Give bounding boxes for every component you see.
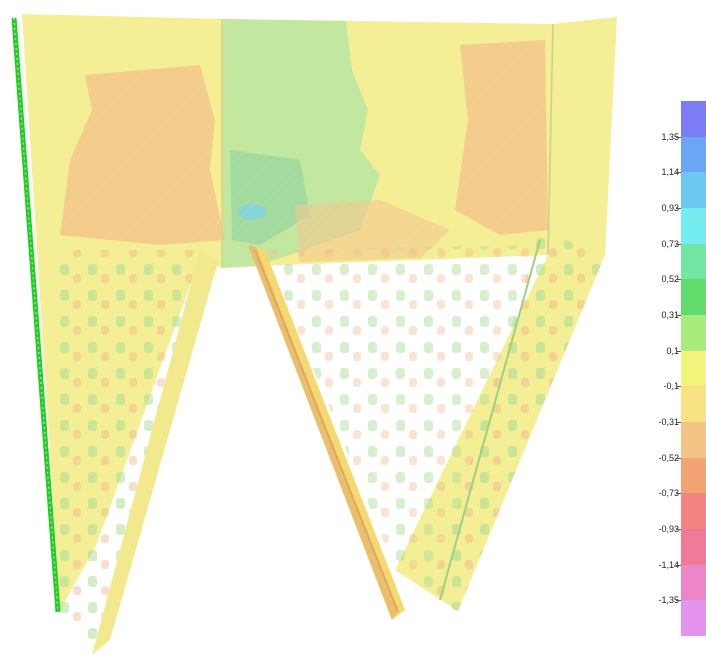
- legend-color-band: [681, 315, 706, 352]
- legend-label: -1,14: [658, 559, 679, 570]
- ridge-line-right: [547, 23, 554, 256]
- legend-color-band: [681, 279, 706, 316]
- legend-tick: [676, 564, 681, 566]
- legend-tick: [676, 600, 681, 602]
- legend-label: 0,52: [661, 274, 679, 285]
- legend-tick: [676, 208, 681, 209]
- ridge-line-center-leg: [254, 249, 399, 613]
- legend-color-band: [681, 457, 706, 494]
- legend-color-band: [681, 386, 706, 423]
- legend-color-band: [681, 422, 706, 459]
- legend-tick: [676, 350, 681, 352]
- legend-label: 0,73: [661, 238, 679, 249]
- legend-tick: [676, 457, 681, 459]
- fe-contour-plot[interactable]: [0, 0, 640, 666]
- legend-tick: [676, 136, 681, 138]
- legend-color-band: [681, 350, 706, 387]
- legend-tick: [676, 279, 681, 281]
- legend-tick: [676, 386, 681, 388]
- legend-label: 0,93: [661, 203, 679, 213]
- legend-tick: [676, 315, 681, 316]
- legend-label: 1,35: [661, 131, 679, 142]
- legend-tick: [676, 422, 681, 423]
- legend-color-band: [681, 243, 706, 280]
- legend-label: -0,31: [658, 417, 679, 427]
- legend-tick: [676, 493, 681, 495]
- legend-label: -0,1: [663, 381, 679, 392]
- legend-tick: [676, 243, 681, 245]
- legend-label: -1,35: [658, 595, 679, 606]
- legend-color-band: [681, 600, 706, 637]
- legend-tick: [676, 529, 681, 530]
- legend-color-band: [681, 136, 706, 173]
- legend-color-band: [681, 493, 706, 530]
- ridge-line-right-leg: [439, 239, 541, 601]
- legend-label: -0,73: [658, 488, 679, 499]
- color-scale-legend: 1,35 1,14 0,93 0,73 0,52 0,31 0,1 -0,1 -0,31 -0,5…: [648, 101, 706, 641]
- left-support-boundary: [11, 17, 61, 613]
- legend-label: 0,1: [666, 345, 679, 356]
- legend-label: -0,93: [658, 524, 679, 534]
- legend-label: 1,14: [661, 167, 679, 178]
- legend-color-band: [681, 529, 706, 566]
- legend-color-band: [681, 172, 706, 209]
- legend-color-band: [681, 101, 706, 138]
- legend-label: -0,52: [658, 452, 679, 463]
- legend-tick: [676, 172, 681, 174]
- mesh-overlay: [20, 14, 620, 664]
- legend-color-band: [681, 208, 706, 245]
- legend-label: 0,31: [661, 310, 679, 320]
- legend-color-band: [681, 564, 706, 601]
